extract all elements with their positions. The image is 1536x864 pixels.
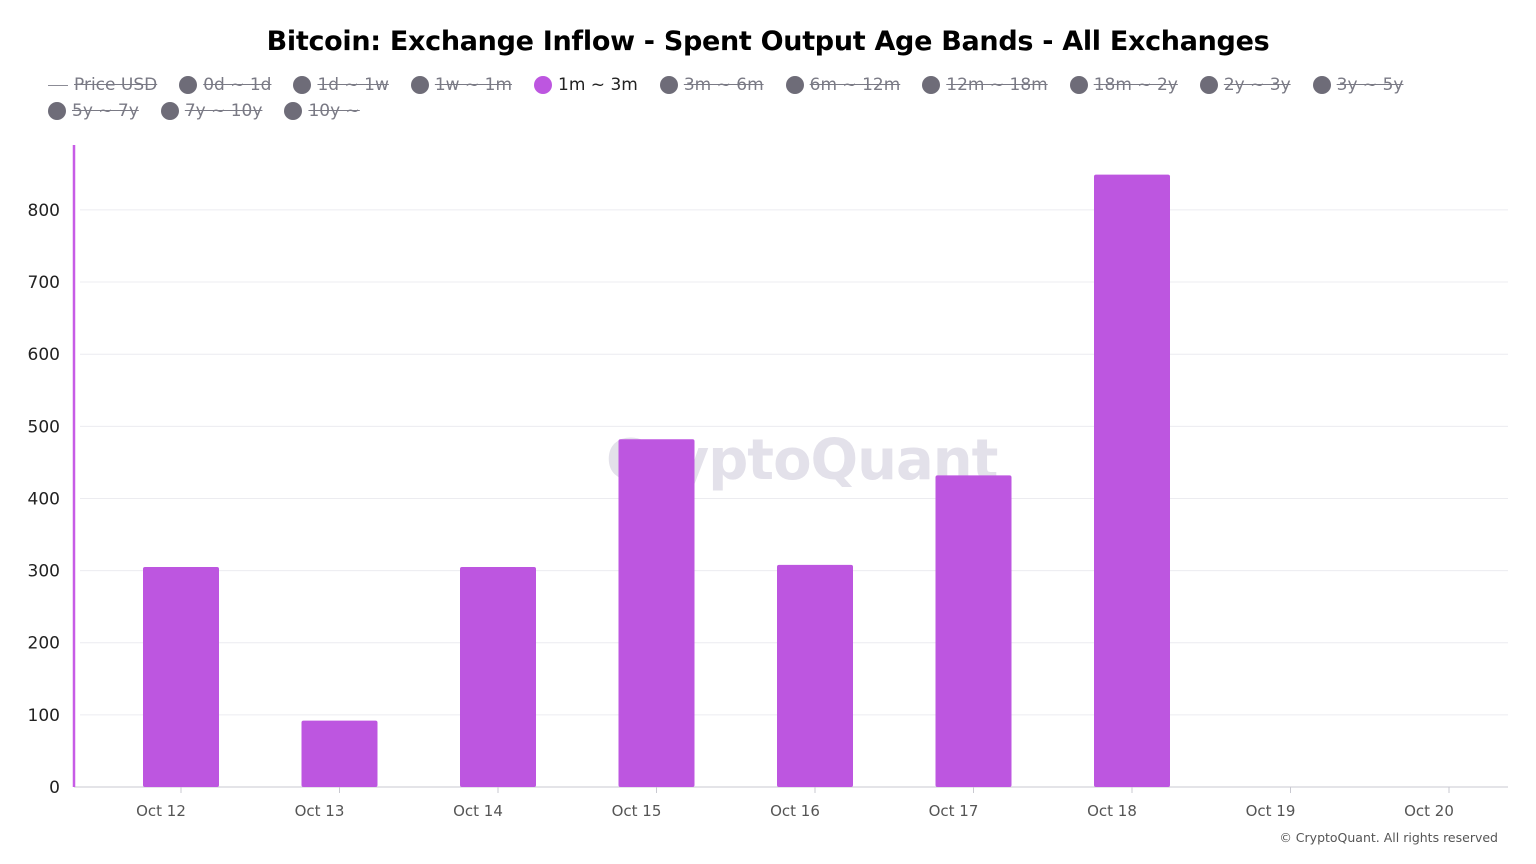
x-tick-label: Oct 19	[1246, 802, 1296, 820]
x-tick-label: Oct 12	[136, 802, 186, 820]
legend-dot-marker	[659, 76, 678, 94]
legend-label: 3y ~ 5y	[1336, 75, 1404, 95]
x-tick-label: Oct 17	[929, 802, 979, 820]
bar	[460, 566, 536, 787]
legend-dot-marker	[410, 76, 429, 94]
y-tick-label: 500	[28, 417, 60, 437]
legend-item[interactable]: 3y ~ 5y	[1312, 74, 1404, 96]
legend-label: 12m ~ 18m	[946, 75, 1048, 95]
legend-label: 10y ~	[308, 101, 360, 121]
legend-line-marker	[48, 84, 68, 86]
legend-label: 3m ~ 6m	[683, 75, 764, 95]
legend-label: 1m ~ 3m	[558, 75, 638, 95]
legend-dot-marker	[48, 102, 66, 120]
x-tick-label: Oct 13	[295, 802, 345, 820]
legend-label: 5y ~ 7y	[72, 101, 139, 121]
legend-item[interactable]: 1m ~ 3m	[534, 74, 638, 96]
legend-dot-marker	[1312, 76, 1331, 94]
legend-label: 2y ~ 3y	[1223, 75, 1291, 95]
bar	[143, 566, 219, 787]
y-tick-label: 700	[28, 273, 60, 293]
legend-item[interactable]: 1w ~ 1m	[410, 74, 513, 96]
y-tick-label: 200	[28, 634, 60, 654]
legend-label: Price USD	[74, 75, 158, 95]
legend-dot-marker	[160, 102, 179, 120]
legend-dot-marker	[284, 102, 303, 120]
legend-dot-marker	[785, 76, 804, 94]
y-tick-label: 0	[49, 778, 60, 798]
bar	[301, 720, 378, 787]
y-tick-label: 300	[28, 562, 60, 582]
legend-dot-marker	[179, 76, 198, 94]
legend-item[interactable]: 12m ~ 18m	[922, 74, 1048, 96]
x-tick-label: Oct 18	[1087, 802, 1137, 820]
legend-item[interactable]: 18m ~ 2y	[1069, 74, 1178, 96]
legend-label: 1d ~ 1w	[317, 75, 389, 95]
legend-item[interactable]: Price USD	[48, 74, 157, 96]
legend-item[interactable]: 6m ~ 12m	[785, 74, 901, 96]
copyright-notice: © CryptoQuant. All rights reserved	[1279, 830, 1498, 845]
x-tick-label: Oct 14	[453, 802, 503, 820]
y-tick-label: 100	[28, 706, 60, 726]
legend-item[interactable]: 2y ~ 3y	[1199, 74, 1291, 96]
legend-dot-marker	[1069, 76, 1088, 94]
bar	[1094, 174, 1170, 787]
x-tick-label: Oct 16	[770, 802, 820, 820]
x-tick-label: Oct 20	[1404, 802, 1454, 820]
legend-label: 6m ~ 12m	[809, 75, 901, 95]
legend-label: 0d ~ 1d	[203, 75, 272, 95]
legend-label: 7y ~ 10y	[184, 101, 263, 121]
legend-item[interactable]: 0d ~ 1d	[179, 74, 271, 96]
y-tick-label: 800	[28, 201, 60, 221]
chart-legend: Price USD 0d ~ 1d 1d ~ 1w 1w ~ 1m 1m ~ 3m 3m …	[48, 74, 1508, 122]
legend-dot-marker	[293, 76, 312, 94]
legend-item[interactable]: 5y ~ 7y	[48, 100, 139, 122]
legend-item[interactable]: 1d ~ 1w	[293, 74, 389, 96]
legend-dot-marker	[534, 76, 553, 94]
legend-item[interactable]: 7y ~ 10y	[160, 100, 263, 122]
y-tick-label: 400	[28, 489, 60, 509]
bar	[618, 439, 695, 787]
legend-item[interactable]: 10y ~	[284, 100, 360, 122]
y-tick-label: 600	[28, 345, 60, 365]
chart-title: Bitcoin: Exchange Inflow - Spent Output …	[266, 26, 1270, 57]
bar	[935, 475, 1012, 787]
legend-label: 1w ~ 1m	[434, 75, 513, 95]
x-tick-label: Oct 15	[612, 802, 662, 820]
legend-dot-marker	[1199, 76, 1218, 94]
legend-dot-marker	[922, 76, 941, 94]
bar	[777, 564, 853, 787]
legend-label: 18m ~ 2y	[1093, 75, 1178, 95]
legend-item[interactable]: 3m ~ 6m	[659, 74, 764, 96]
